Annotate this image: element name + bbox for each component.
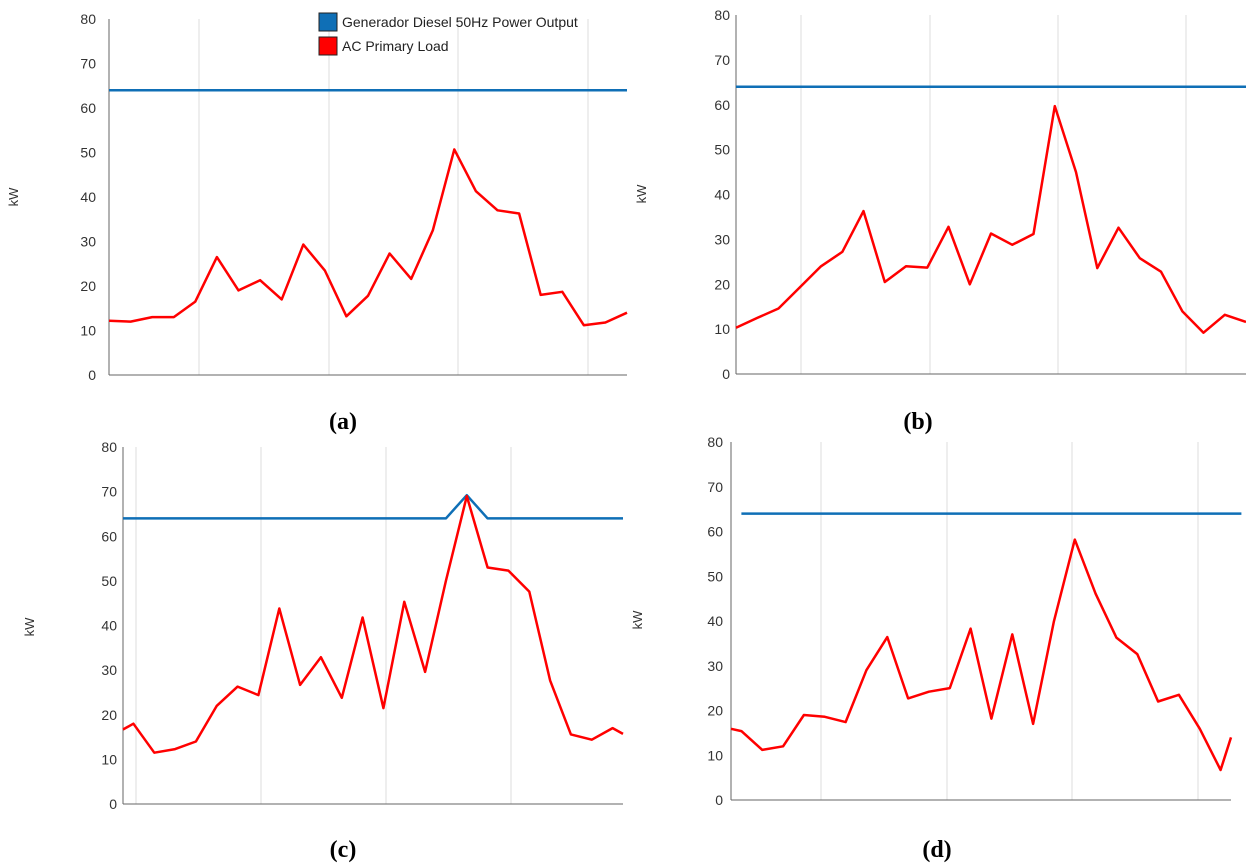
legend: Generador Diesel 50Hz Power Output AC Pr… bbox=[318, 12, 578, 56]
y-tick-label: 0 bbox=[109, 796, 117, 812]
panel-caption-a: (a) bbox=[329, 409, 357, 435]
y-tick-label: 70 bbox=[714, 52, 730, 68]
chart-panel-c: 0 10 20 30 40 50 60 70 80 kW (c) bbox=[22, 439, 624, 863]
series-line-ac-primary-load bbox=[122, 494, 624, 754]
legend-swatch-ac-load bbox=[318, 36, 338, 56]
y-tick-label: 30 bbox=[101, 662, 117, 678]
y-tick-label: 20 bbox=[707, 703, 723, 719]
y-axis-label: kW bbox=[634, 184, 649, 204]
y-tick-label: 40 bbox=[80, 189, 96, 205]
panel-caption-c: (c) bbox=[330, 837, 357, 863]
y-tick-label: 40 bbox=[707, 613, 723, 629]
chart-panel-d: 0 10 20 30 40 50 60 70 80 kW (d) bbox=[630, 434, 1242, 863]
series-line-ac-primary-load bbox=[108, 148, 628, 327]
y-tick-label: 60 bbox=[101, 528, 117, 544]
y-tick-label: 70 bbox=[707, 479, 723, 495]
panel-caption-b: (b) bbox=[903, 409, 932, 435]
y-tick-label: 0 bbox=[715, 792, 723, 808]
chart-panel-a: 0 10 20 30 40 50 60 70 80 kW (a) bbox=[6, 11, 628, 435]
legend-label-ac-load: AC Primary Load bbox=[342, 38, 449, 54]
y-tick-label: 20 bbox=[714, 276, 730, 292]
y-tick-label: 30 bbox=[714, 231, 730, 247]
y-tick-label: 50 bbox=[80, 145, 96, 161]
y-tick-label: 50 bbox=[714, 142, 730, 158]
y-tick-label: 80 bbox=[80, 11, 96, 27]
y-tick-label: 20 bbox=[101, 707, 117, 723]
series-line-ac-primary-load bbox=[735, 104, 1246, 334]
series-line-ac-primary-load bbox=[730, 538, 1233, 772]
panel-caption-d: (d) bbox=[922, 837, 951, 863]
y-axis-label: kW bbox=[6, 187, 21, 207]
y-tick-label: 40 bbox=[714, 187, 730, 203]
y-tick-label: 60 bbox=[80, 100, 96, 116]
chart-panel-b: 0 10 20 30 40 50 60 70 80 kW (b) bbox=[634, 7, 1246, 435]
y-tick-label: 80 bbox=[101, 439, 117, 455]
y-tick-label: 50 bbox=[707, 568, 723, 584]
legend-swatch-diesel bbox=[318, 12, 338, 32]
y-tick-label: 10 bbox=[80, 323, 96, 339]
y-tick-label: 30 bbox=[707, 658, 723, 674]
y-tick-label: 70 bbox=[101, 484, 117, 500]
y-tick-label: 30 bbox=[80, 234, 96, 250]
y-tick-label: 10 bbox=[714, 321, 730, 337]
legend-label-diesel: Generador Diesel 50Hz Power Output bbox=[342, 14, 578, 30]
y-tick-label: 80 bbox=[707, 434, 723, 450]
y-tick-label: 10 bbox=[101, 751, 117, 767]
y-tick-label: 20 bbox=[80, 278, 96, 294]
y-tick-label: 60 bbox=[714, 97, 730, 113]
y-tick-label: 70 bbox=[80, 56, 96, 72]
y-axis-label: kW bbox=[22, 617, 37, 637]
y-tick-label: 60 bbox=[707, 524, 723, 540]
series-line-diesel-output bbox=[123, 493, 623, 520]
y-tick-label: 40 bbox=[101, 618, 117, 634]
y-tick-label: 80 bbox=[714, 7, 730, 23]
y-tick-label: 0 bbox=[722, 366, 730, 382]
y-tick-label: 10 bbox=[707, 747, 723, 763]
y-axis-label: kW bbox=[630, 610, 645, 630]
y-tick-label: 50 bbox=[101, 573, 117, 589]
y-tick-label: 0 bbox=[88, 367, 96, 383]
chart-panels: 0 10 20 30 40 50 60 70 80 kW (a) 0 10 20 30 40 50 60 70 80 k… bbox=[6, 7, 1246, 863]
